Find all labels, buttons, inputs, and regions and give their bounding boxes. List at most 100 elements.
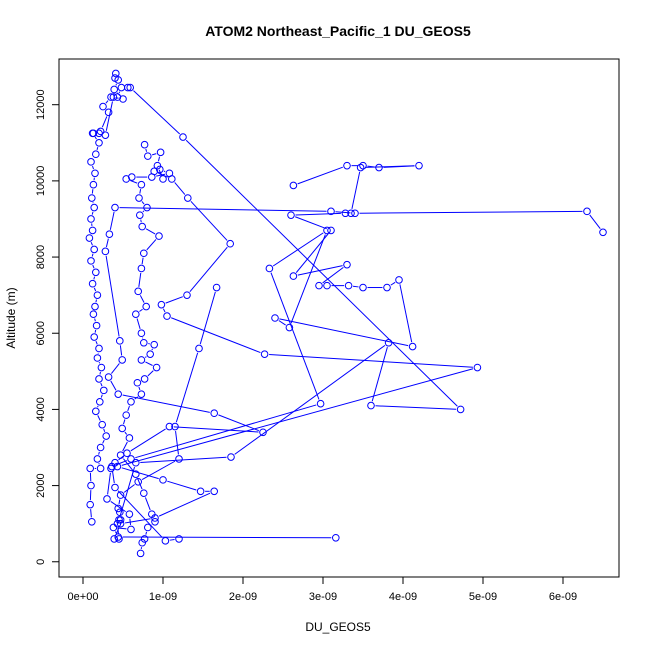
data-point: [107, 464, 115, 473]
data-point: [151, 514, 159, 522]
data-point: [118, 424, 126, 433]
series-line-segment: [129, 518, 132, 525]
series-line-segment: [92, 264, 95, 269]
data-point: [89, 310, 98, 318]
series-line-segment: [144, 356, 147, 358]
series-line-segment: [173, 426, 259, 433]
series-line-segment: [151, 348, 153, 351]
data-point: [110, 85, 118, 94]
data-point: [344, 281, 353, 290]
y-tick-label: 6000: [35, 321, 47, 345]
data-point: [118, 356, 126, 364]
data-point: [210, 487, 218, 496]
data-point: [90, 333, 98, 341]
data-point: [289, 181, 298, 190]
data-point: [85, 234, 94, 242]
series-line-segment: [290, 234, 326, 324]
series-line-segment: [365, 165, 415, 168]
data-point: [93, 291, 102, 299]
data-point: [115, 535, 123, 543]
series-line-segment: [272, 232, 324, 267]
series-line-segment: [96, 146, 99, 151]
data-point: [347, 209, 355, 218]
series-line-segment: [111, 363, 120, 374]
data-point: [86, 500, 94, 509]
series-line-segment: [122, 441, 128, 452]
data-point: [327, 226, 335, 235]
series-line-segment: [141, 201, 145, 205]
data-point: [356, 163, 365, 172]
data-point: [265, 264, 274, 273]
data-point: [92, 407, 100, 416]
data-point: [137, 356, 146, 364]
series-line-segment: [117, 527, 127, 530]
data-point: [92, 321, 101, 330]
series-line-segment: [94, 318, 96, 322]
series-line-segment: [158, 172, 168, 178]
series-line-segment: [122, 394, 210, 413]
series-line-segment: [359, 210, 583, 214]
series-line-segment: [139, 295, 145, 303]
data-point: [163, 312, 171, 320]
data-point: [113, 93, 122, 101]
data-point: [87, 481, 95, 490]
series-line-segment: [157, 156, 161, 162]
data-point: [259, 428, 267, 437]
data-point: [140, 489, 148, 498]
data-point: [323, 281, 331, 290]
series-line-segment: [167, 480, 197, 491]
series-line-segment: [94, 136, 97, 140]
series-line-segment: [109, 211, 115, 230]
data-point: [165, 422, 174, 431]
series-line-segment: [123, 458, 134, 471]
data-point: [96, 127, 105, 136]
data-point: [125, 434, 134, 442]
data-point: [116, 491, 125, 499]
series-line-segment: [133, 90, 181, 135]
data-point: [351, 209, 359, 218]
data-point: [95, 344, 103, 353]
series-line-segment: [175, 352, 199, 423]
data-point: [456, 405, 465, 414]
data-point: [111, 203, 119, 212]
series-line-segment: [107, 472, 111, 495]
series-line-segment: [145, 531, 148, 535]
series-line-segment: [185, 139, 458, 407]
series-line-segment: [136, 318, 141, 330]
data-point: [184, 194, 192, 202]
data-point: [89, 180, 98, 189]
series-line-segment: [122, 536, 332, 539]
series-line-segment: [162, 308, 166, 313]
data-point: [91, 169, 99, 178]
series-line-segment: [137, 478, 143, 490]
data-point: [150, 340, 158, 349]
data-point: [375, 163, 383, 172]
data-point: [367, 401, 375, 410]
series-line-segment: [105, 100, 109, 104]
data-point: [102, 432, 110, 440]
data-point: [88, 226, 97, 235]
series-line-segment: [295, 212, 341, 216]
data-point: [140, 375, 149, 383]
series-line-segment: [117, 528, 120, 535]
series-line-segment: [156, 173, 166, 177]
series-line-segment: [375, 405, 457, 410]
data-point: [114, 504, 122, 513]
data-point: [260, 350, 269, 358]
series-line-segment: [171, 317, 261, 354]
data-point: [137, 390, 146, 398]
series-line-segment: [91, 189, 94, 194]
data-point: [111, 458, 119, 467]
series-line-segment: [169, 539, 175, 541]
data-point: [157, 300, 166, 309]
series-line-segment: [322, 266, 344, 284]
data-point: [134, 287, 142, 296]
series-line-segment: [95, 340, 98, 345]
series-line-segment: [144, 497, 151, 511]
data-point: [144, 523, 152, 532]
x-tick-label: 6e-09: [549, 591, 577, 603]
series-line-segment: [141, 257, 144, 265]
series-line-segment: [189, 246, 228, 293]
series-line-segment: [297, 166, 343, 185]
series-line-segment: [190, 200, 228, 241]
